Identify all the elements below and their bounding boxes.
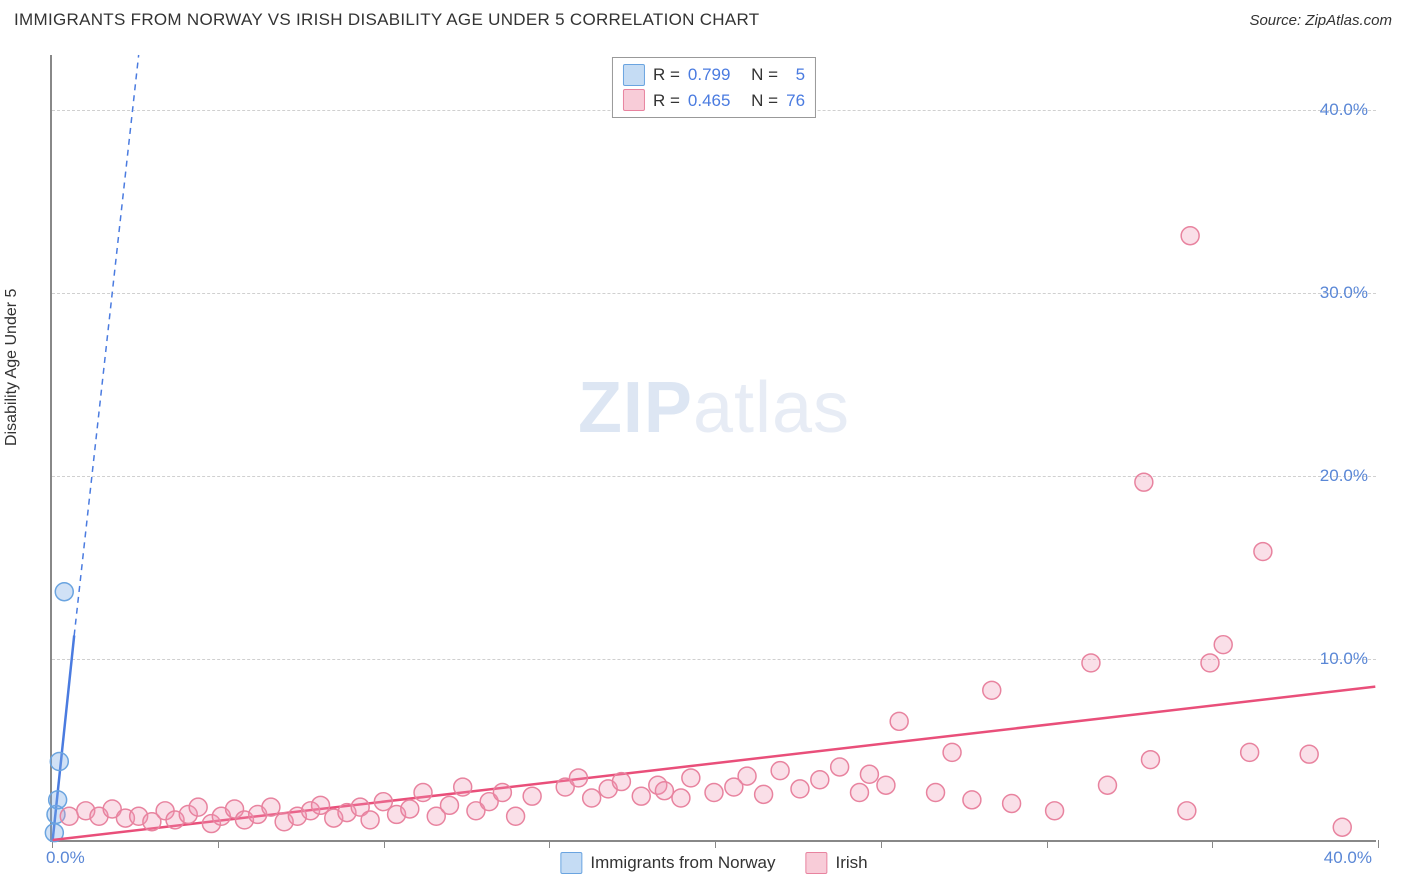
swatch-norway-icon bbox=[560, 852, 582, 874]
chart-plot-area: ZIPatlas R = 0.799 N = 5 R = 0.465 N = 7… bbox=[50, 55, 1376, 842]
y-tick-label: 10.0% bbox=[1320, 649, 1368, 669]
legend-item-irish: Irish bbox=[806, 852, 868, 874]
y-axis-title: Disability Age Under 5 bbox=[3, 289, 21, 446]
y-tick-label: 20.0% bbox=[1320, 466, 1368, 486]
bottom-legend: Immigrants from Norway Irish bbox=[560, 852, 867, 874]
x-tick bbox=[384, 840, 385, 848]
x-tick bbox=[881, 840, 882, 848]
x-tick bbox=[1378, 840, 1379, 848]
x-max-label: 40.0% bbox=[1324, 848, 1372, 868]
legend-label-irish: Irish bbox=[836, 853, 868, 873]
scatter-svg bbox=[52, 55, 1376, 840]
x-tick bbox=[218, 840, 219, 848]
x-tick bbox=[1212, 840, 1213, 848]
y-tick-label: 30.0% bbox=[1320, 283, 1368, 303]
source-label: Source: ZipAtlas.com bbox=[1249, 12, 1392, 29]
chart-title: IMMIGRANTS FROM NORWAY VS IRISH DISABILI… bbox=[14, 10, 759, 30]
swatch-irish bbox=[623, 89, 645, 111]
corr-row-irish: R = 0.465 N = 76 bbox=[623, 88, 805, 114]
legend-label-norway: Immigrants from Norway bbox=[590, 853, 775, 873]
x-tick bbox=[549, 840, 550, 848]
corr-row-norway: R = 0.799 N = 5 bbox=[623, 62, 805, 88]
swatch-norway bbox=[623, 64, 645, 86]
y-tick-label: 40.0% bbox=[1320, 100, 1368, 120]
x-tick bbox=[715, 840, 716, 848]
correlation-legend: R = 0.799 N = 5 R = 0.465 N = 76 bbox=[612, 57, 816, 118]
swatch-irish-icon bbox=[806, 852, 828, 874]
x-tick bbox=[1047, 840, 1048, 848]
x-origin-label: 0.0% bbox=[46, 848, 85, 868]
legend-item-norway: Immigrants from Norway bbox=[560, 852, 775, 874]
